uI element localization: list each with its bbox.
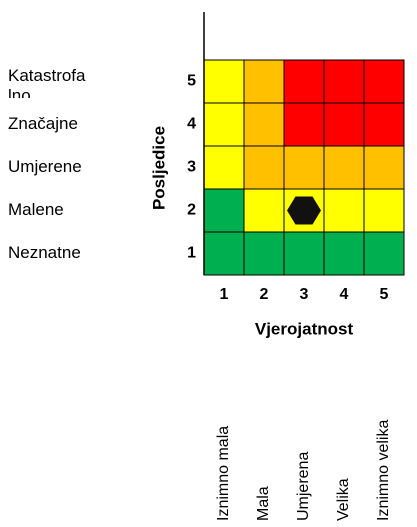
risk-marker [287, 196, 321, 225]
y-number: 3 [187, 159, 196, 176]
y-label: Malene [8, 200, 64, 219]
x-label: Mala [255, 486, 272, 521]
risk-cell [283, 102, 325, 147]
y-label: Katastrofalno [8, 66, 86, 98]
y-label: Umjerene [8, 157, 82, 176]
risk-cell [363, 145, 405, 190]
risk-cell [243, 188, 285, 233]
risk-cell [363, 59, 405, 104]
y-number: 4 [187, 116, 196, 133]
x-number: 3 [300, 286, 309, 303]
risk-cell [323, 231, 365, 276]
risk-cell [203, 59, 245, 104]
risk-cell [363, 231, 405, 276]
x-number: 2 [260, 286, 269, 303]
y-number: 2 [187, 202, 196, 219]
risk-cell [283, 59, 325, 104]
risk-cell [323, 102, 365, 147]
risk-cell [323, 145, 365, 190]
x-label: Iznimno velika [375, 420, 392, 521]
risk-cell [203, 145, 245, 190]
y-axis-title: Posljedice [149, 126, 168, 210]
risk-cell [323, 59, 365, 104]
risk-cell [283, 145, 325, 190]
risk-cell [203, 188, 245, 233]
y-label: Neznatne [8, 243, 81, 262]
x-label: Velika [335, 478, 352, 521]
x-number: 5 [380, 286, 389, 303]
risk-cell [363, 102, 405, 147]
y-number: 5 [187, 73, 196, 90]
risk-cell [243, 102, 285, 147]
risk-cell [323, 188, 365, 233]
x-label: Umjerena [295, 452, 312, 521]
y-label: Značajne [8, 114, 78, 133]
risk-cell [243, 59, 285, 104]
risk-cell [243, 145, 285, 190]
risk-cell [203, 102, 245, 147]
risk-cell [203, 231, 245, 276]
y-number: 1 [187, 245, 196, 262]
x-axis-title: Vjerojatnost [255, 319, 354, 338]
x-label: Iznimno mala [215, 426, 232, 521]
risk-cell [363, 188, 405, 233]
risk-cell [243, 231, 285, 276]
x-number: 1 [220, 286, 229, 303]
x-number: 4 [340, 286, 349, 303]
risk-cell [283, 231, 325, 276]
